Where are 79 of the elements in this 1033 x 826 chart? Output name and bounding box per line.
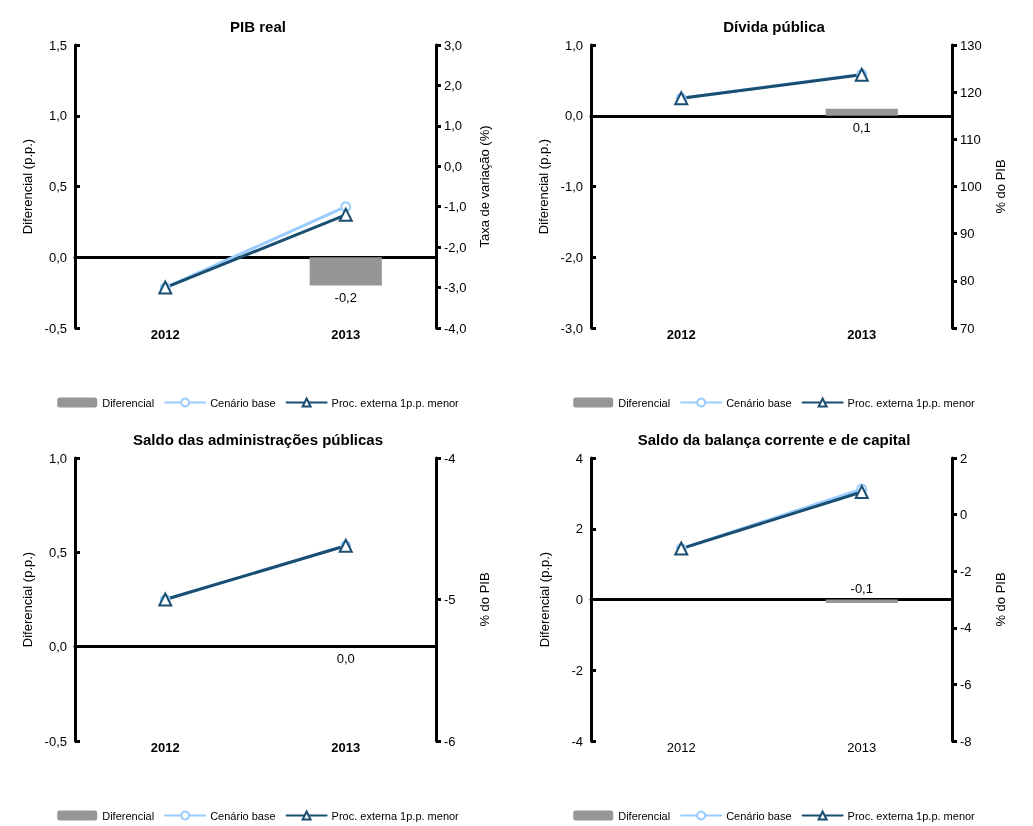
y-tick-label: -2,0 <box>560 249 583 265</box>
y-tick-label: 1,0 <box>48 450 67 466</box>
legend-label: Diferencial <box>618 396 671 409</box>
y2-tick-label: 120 <box>960 84 982 100</box>
x-tick-label: 2012 <box>150 740 180 755</box>
y2-tick-label: -1,0 <box>444 199 467 215</box>
y2-tick-label: 3,0 <box>444 37 463 53</box>
y-tick-label: -0,5 <box>44 733 67 749</box>
y2-tick-label: -5 <box>444 592 456 607</box>
y2-tick-label: -3,0 <box>444 280 467 296</box>
y2-axis-title: % do PIB <box>993 572 1008 627</box>
y2-tick-label: -2 <box>960 563 972 579</box>
legend-label: Proc. externa 1p.p. menor <box>847 396 976 409</box>
y2-tick-label: 0,0 <box>444 158 463 174</box>
y-tick-label: 1,0 <box>564 37 583 53</box>
y-tick-label: 0,0 <box>48 639 67 655</box>
y2-tick-label: 70 <box>960 320 975 336</box>
y-tick-label: -4 <box>571 733 583 749</box>
y-axis-title: Diferencial (p.p.) <box>535 138 551 235</box>
data-label: -0,2 <box>334 289 357 305</box>
x-tick-label: 2013 <box>331 740 361 755</box>
chart-title: PIB real <box>230 18 286 35</box>
y2-tick-label: 130 <box>960 37 982 53</box>
y-tick-label: -0,5 <box>44 320 67 336</box>
y-tick-label: 0,0 <box>48 249 67 265</box>
y-tick-label: -1,0 <box>560 179 583 194</box>
legend-label: Cenário base <box>726 809 792 822</box>
y-tick-label: 0,5 <box>48 544 67 560</box>
y2-tick-label: 80 <box>960 273 975 289</box>
legend-label: Diferencial <box>618 809 671 822</box>
y2-axis-title: % do PIB <box>993 159 1008 214</box>
y-tick-label: 0,5 <box>48 179 67 194</box>
legend-label: Diferencial <box>102 396 155 409</box>
data-label: 0,1 <box>852 119 871 135</box>
y2-tick-label: 1,0 <box>444 118 463 134</box>
x-tick-label: 2012 <box>666 327 696 342</box>
y2-tick-label: -6 <box>444 733 456 749</box>
y2-tick-label: 100 <box>960 179 982 194</box>
legend-label: Proc. externa 1p.p. menor <box>847 809 976 822</box>
y2-tick-label: -4 <box>960 620 972 636</box>
y-tick-label: 4 <box>575 450 583 466</box>
y2-tick-label: 2 <box>960 450 968 466</box>
y2-tick-label: 110 <box>960 131 981 147</box>
y2-tick-label: -4,0 <box>444 320 467 336</box>
y-tick-label: 1,0 <box>48 108 67 124</box>
y2-tick-label: -8 <box>960 733 972 749</box>
y-tick-label: -2 <box>571 662 583 678</box>
y2-axis-title: % do PIB <box>477 572 492 627</box>
legend-label: Cenário base <box>210 396 276 409</box>
legend-label: Proc. externa 1p.p. menor <box>331 396 460 409</box>
x-tick-label: 2013 <box>847 327 877 342</box>
y2-tick-label: -2,0 <box>444 239 467 255</box>
data-label: 0,0 <box>336 650 355 666</box>
y2-tick-label: 2,0 <box>444 77 463 93</box>
x-tick-label: 2012 <box>666 740 696 755</box>
y-tick-label: 0,0 <box>564 108 583 124</box>
y2-tick-label: -6 <box>960 676 972 692</box>
x-tick-label: 2013 <box>331 327 361 342</box>
y2-axis-title: Taxa de variação (%) <box>477 125 492 248</box>
chart-title: Saldo da balança corrente e de capital <box>637 431 911 448</box>
legend-label: Cenário base <box>210 809 276 822</box>
x-tick-label: 2012 <box>150 327 180 342</box>
y-axis-title: Diferencial (p.p.) <box>19 551 35 648</box>
y2-tick-label: 0 <box>960 507 968 523</box>
data-label: -0,1 <box>850 580 873 596</box>
y-tick-label: 2 <box>575 521 583 537</box>
y-tick-label: 1,5 <box>48 37 67 53</box>
legend-label: Proc. externa 1p.p. menor <box>331 809 460 822</box>
chart-title: Dívida pública <box>723 18 826 35</box>
y-axis-title: Diferencial (p.p.) <box>19 138 35 235</box>
y-tick-label: 0 <box>575 592 583 607</box>
y-tick-label: -3,0 <box>560 320 583 336</box>
y-axis-title: Diferencial (p.p.) <box>537 551 552 648</box>
y2-tick-label: 90 <box>960 226 975 242</box>
legend-label: Cenário base <box>726 396 792 409</box>
chart-title: Saldo das administrações públicas <box>132 431 384 448</box>
x-tick-label: 2013 <box>847 740 877 755</box>
y2-tick-label: -4 <box>444 450 456 466</box>
legend-label: Diferencial <box>102 809 155 822</box>
